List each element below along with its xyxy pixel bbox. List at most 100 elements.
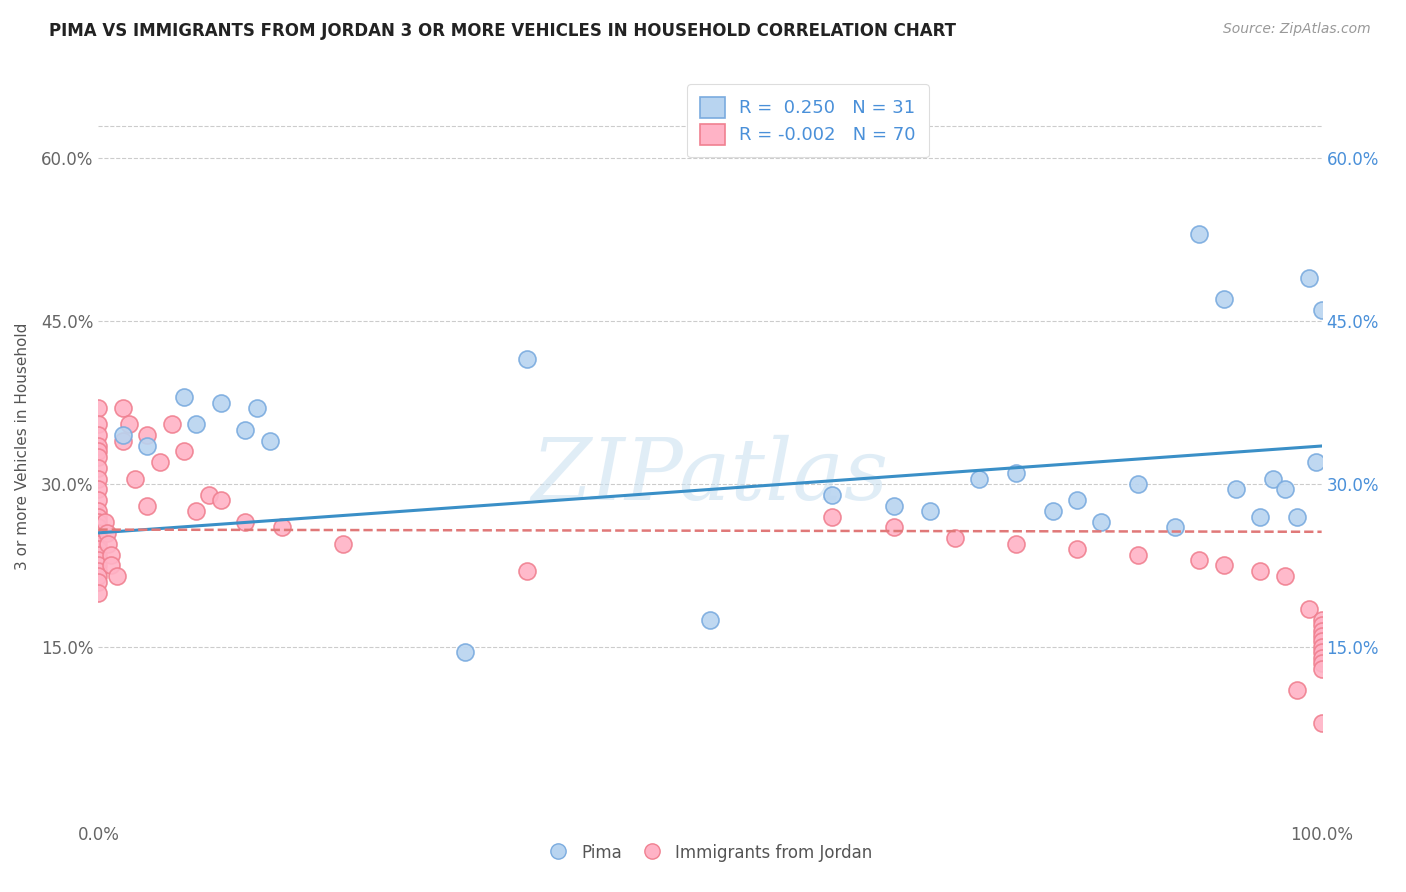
Point (1225, 483, 1247, 497)
Point (186, 504, 208, 518)
Point (209, 493, 232, 508)
Point (87, 520, 110, 534)
Point (1305, 455, 1327, 469)
Point (209, 395, 232, 409)
Point (87, 444, 110, 458)
Point (87, 472, 110, 486)
Point (87, 401, 110, 415)
Point (87, 504, 110, 518)
Point (87, 558, 110, 573)
Point (87, 569, 110, 583)
Point (246, 401, 269, 415)
Point (1188, 227, 1211, 242)
Point (883, 520, 905, 534)
Point (821, 509, 844, 524)
Point (118, 417, 141, 432)
Point (87, 531, 110, 545)
Point (920, 504, 942, 518)
Point (454, 645, 477, 659)
Point (87, 515, 110, 529)
Point (1310, 618, 1333, 632)
Point (111, 428, 134, 442)
Point (332, 537, 354, 551)
Point (136, 499, 159, 513)
Point (1066, 542, 1088, 557)
Point (1042, 504, 1064, 518)
Point (233, 423, 256, 437)
Point (1310, 613, 1333, 627)
Point (96, 525, 118, 540)
Point (1212, 558, 1234, 573)
Point (1004, 466, 1026, 480)
Point (1261, 472, 1284, 486)
Point (1310, 645, 1333, 659)
Point (111, 401, 134, 415)
Point (821, 488, 844, 502)
Point (1310, 303, 1333, 318)
Point (699, 613, 721, 627)
Point (100, 558, 122, 573)
Point (87, 585, 110, 599)
Point (1310, 656, 1333, 670)
Point (87, 525, 110, 540)
Point (97, 537, 120, 551)
Point (1310, 715, 1333, 730)
Point (943, 531, 966, 545)
Point (233, 515, 256, 529)
Point (1298, 602, 1320, 616)
Point (1128, 477, 1150, 491)
Point (87, 564, 110, 578)
Point (87, 574, 110, 589)
Point (160, 417, 183, 432)
Point (87, 460, 110, 475)
Point (87, 493, 110, 508)
Point (1310, 629, 1333, 643)
Text: ZIPatlas: ZIPatlas (531, 434, 889, 517)
Point (186, 417, 208, 432)
Point (1310, 624, 1333, 638)
Point (270, 520, 294, 534)
Point (1066, 493, 1088, 508)
Point (1004, 537, 1026, 551)
Point (1249, 564, 1271, 578)
Point (87, 483, 110, 497)
Point (87, 509, 110, 524)
Point (173, 444, 195, 458)
Point (87, 439, 110, 453)
Point (87, 417, 110, 432)
Text: PIMA VS IMMIGRANTS FROM JORDAN 3 OR MORE VEHICLES IN HOUSEHOLD CORRELATION CHART: PIMA VS IMMIGRANTS FROM JORDAN 3 OR MORE… (49, 22, 956, 40)
Point (87, 537, 110, 551)
Point (87, 428, 110, 442)
Y-axis label: 3 or more Vehicles in Household: 3 or more Vehicles in Household (15, 322, 30, 570)
Point (1310, 640, 1333, 654)
Point (136, 428, 159, 442)
Point (259, 434, 281, 448)
Point (1164, 520, 1187, 534)
Point (197, 488, 219, 502)
Point (149, 455, 172, 469)
Point (1286, 683, 1309, 698)
Point (87, 450, 110, 464)
Point (105, 569, 128, 583)
Point (1274, 483, 1296, 497)
Point (87, 542, 110, 557)
Point (1212, 293, 1234, 307)
Point (1128, 548, 1150, 562)
Point (136, 439, 159, 453)
Point (1298, 270, 1320, 285)
Legend: Pima, Immigrants from Jordan: Pima, Immigrants from Jordan (541, 837, 879, 869)
Point (100, 548, 122, 562)
Point (1249, 509, 1271, 524)
Point (111, 434, 134, 448)
Point (1310, 650, 1333, 665)
Point (1090, 515, 1112, 529)
Point (87, 548, 110, 562)
Point (124, 472, 146, 486)
Point (87, 553, 110, 567)
Point (515, 564, 537, 578)
Point (93, 515, 115, 529)
Point (1188, 553, 1211, 567)
Point (1286, 509, 1309, 524)
Point (515, 352, 537, 367)
Point (173, 390, 195, 404)
